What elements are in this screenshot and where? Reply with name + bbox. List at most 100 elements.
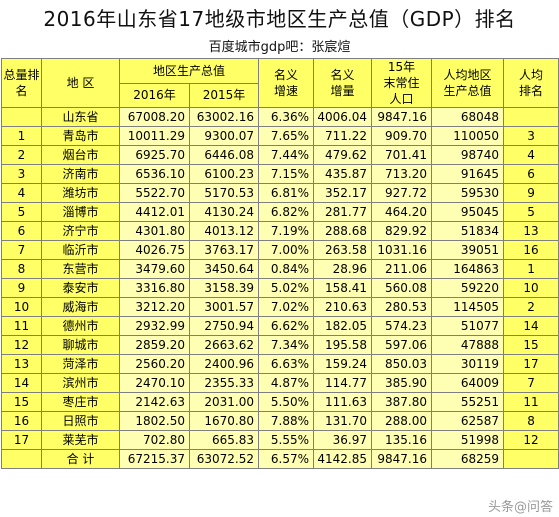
cell-increase: 352.17 [313,183,373,203]
cell-per-capita: 30119 [431,354,505,374]
cell-gdp-2015: 3001.57 [188,297,260,317]
cell-increase: 711.22 [313,126,373,146]
cell-growth: 7.02% [258,297,315,317]
cell-per-capita-rank: 4 [503,145,559,165]
cell-population: 574.23 [371,316,433,336]
cell-rank: 11 [1,316,42,336]
cell-gdp-2015: 2031.00 [188,392,260,412]
cell-population: 288.00 [371,411,433,431]
cell-gdp-2016: 67008.20 [119,107,190,127]
cell-population: 387.80 [371,392,433,412]
cell-per-capita: 110050 [431,126,505,146]
cell-per-capita: 47888 [431,335,505,355]
header-population: 15年末常住人口 [371,58,433,108]
header-per-capita: 人均地区生产总值 [431,58,505,108]
cell-rank: 16 [1,411,42,431]
cell-per-capita: 91645 [431,164,505,184]
cell-rank: 8 [1,259,42,279]
table-row: 11 德州市 2932.99 2750.94 6.62% 182.05 574.23 5107… [1,316,559,336]
cell-gdp-2015: 4013.12 [188,221,260,241]
cell-growth: 5.50% [258,392,315,412]
watermark: 头条@问答 [487,500,553,515]
cell-per-capita-rank: 12 [503,430,559,450]
cell-rank: 3 [1,164,42,184]
cell-gdp-2015: 1670.80 [188,411,260,431]
cell-population: 829.92 [371,221,433,241]
gdp-table: 总量排名 地 区 地区生产总值 名义增速 名义增量 15年末常住人口 人均地区生… [1,58,559,469]
table-row: 13 菏泽市 2560.20 2400.96 6.63% 159.24 850.03 3011… [1,354,559,374]
cell-gdp-2015: 9300.07 [188,126,260,146]
cell-region: 日照市 [41,411,120,431]
cell-growth: 7.34% [258,335,315,355]
cell-region: 菏泽市 [41,354,120,374]
cell-increase: 36.97 [313,430,373,450]
cell-region: 莱芜市 [41,430,120,450]
cell-gdp-2016: 5522.70 [119,183,190,203]
cell-gdp-2015: 2355.33 [188,373,260,393]
cell-increase: 182.05 [313,316,373,336]
cell-increase: 114.77 [313,373,373,393]
cell-per-capita: 64009 [431,373,505,393]
cell-population: 850.03 [371,354,433,374]
cell-per-capita: 164863 [431,259,505,279]
cell-per-capita-rank [503,107,559,127]
cell-increase: 28.96 [313,259,373,279]
cell-gdp-2016: 2560.20 [119,354,190,374]
cell-increase: 281.77 [313,202,373,222]
table-row: 17 莱芜市 702.80 665.83 5.55% 36.97 135.16 51998 12 [1,430,559,450]
cell-growth: 7.19% [258,221,315,241]
cell-growth: 4.87% [258,373,315,393]
cell-per-capita: 39051 [431,240,505,260]
header-nominal-growth: 名义增速 [258,58,315,108]
table-body: 山东省 67008.20 63002.16 6.36% 4006.04 9847.16 68… [1,107,559,469]
table-row: 5 淄博市 4412.01 4130.24 6.82% 281.77 464.20 95045… [1,202,559,222]
cell-gdp-2016: 67215.37 [119,449,190,469]
table-row: 12 聊城市 2859.20 2663.62 7.34% 195.58 597.06 4788… [1,335,559,355]
cell-increase: 159.24 [313,354,373,374]
cell-gdp-2016: 6536.10 [119,164,190,184]
cell-gdp-2015: 2750.94 [188,316,260,336]
cell-region: 济宁市 [41,221,120,241]
cell-growth: 6.36% [258,107,315,127]
cell-gdp-2016: 3479.60 [119,259,190,279]
cell-region: 合 计 [41,449,120,469]
cell-increase: 195.58 [313,335,373,355]
cell-growth: 7.15% [258,164,315,184]
cell-per-capita-rank: 3 [503,126,559,146]
cell-gdp-2016: 1802.50 [119,411,190,431]
table-row: 6 济宁市 4301.80 4013.12 7.19% 288.68 829.92 51834… [1,221,559,241]
sheet-subtitle: 百度城市gdp吧：张宸煊 [208,40,351,55]
cell-per-capita-rank: 14 [503,316,559,336]
table-row: 9 泰安市 3316.80 3158.39 5.02% 158.41 560.08 59220… [1,278,559,298]
cell-rank: 15 [1,392,42,412]
cell-population: 713.20 [371,164,433,184]
cell-per-capita: 51834 [431,221,505,241]
header-rank-total: 总量排名 [1,58,42,108]
cell-per-capita-rank: 10 [503,278,559,298]
cell-per-capita-rank: 16 [503,240,559,260]
cell-rank: 9 [1,278,42,298]
cell-rank: 1 [1,126,42,146]
cell-gdp-2015: 6446.08 [188,145,260,165]
cell-gdp-2015: 63072.52 [188,449,260,469]
table-row: 山东省 67008.20 63002.16 6.36% 4006.04 9847.16 68… [1,107,559,127]
cell-region: 潍坊市 [41,183,120,203]
cell-growth: 0.84% [258,259,315,279]
cell-population: 464.20 [371,202,433,222]
cell-gdp-2016: 2859.20 [119,335,190,355]
cell-gdp-2015: 6100.23 [188,164,260,184]
cell-population: 385.90 [371,373,433,393]
cell-region: 德州市 [41,316,120,336]
cell-per-capita-rank: 11 [503,392,559,412]
table-row: 1 青岛市 10011.29 9300.07 7.65% 711.22 909.70 1100… [1,126,559,146]
cell-per-capita-rank: 13 [503,221,559,241]
cell-per-capita: 51998 [431,430,505,450]
cell-increase: 210.63 [313,297,373,317]
table-row: 10 威海市 3212.20 3001.57 7.02% 210.63 280.53 1145… [1,297,559,317]
table-row: 2 烟台市 6925.70 6446.08 7.44% 479.62 701.41 98740… [1,145,559,165]
cell-per-capita-rank: 5 [503,202,559,222]
cell-per-capita: 55251 [431,392,505,412]
cell-per-capita: 59530 [431,183,505,203]
cell-per-capita: 62587 [431,411,505,431]
